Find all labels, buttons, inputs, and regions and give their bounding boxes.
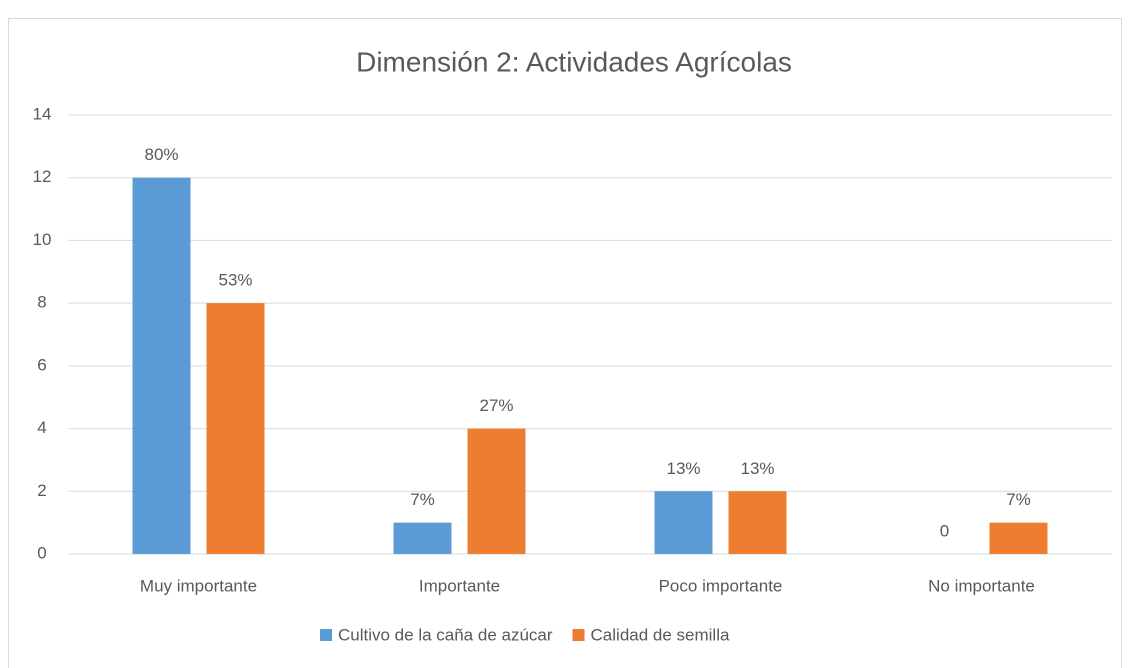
y-tick-label: 0 bbox=[37, 543, 46, 562]
bar bbox=[206, 303, 265, 554]
data-label: 53% bbox=[218, 271, 252, 290]
y-tick-label: 6 bbox=[37, 355, 46, 374]
bar bbox=[467, 428, 526, 554]
y-tick-label: 8 bbox=[37, 293, 46, 312]
y-tick-label: 10 bbox=[33, 230, 52, 249]
x-tick-label: No importante bbox=[928, 576, 1035, 595]
data-label: 13% bbox=[666, 459, 700, 478]
bar bbox=[393, 522, 452, 554]
data-label: 13% bbox=[740, 459, 774, 478]
data-label: 0 bbox=[940, 521, 949, 540]
chart-border bbox=[8, 18, 1122, 668]
chart-title: Dimensión 2: Actividades Agrícolas bbox=[356, 46, 792, 77]
bar bbox=[132, 177, 191, 554]
bar bbox=[728, 491, 787, 554]
legend-label: Cultivo de la caña de azúcar bbox=[338, 625, 553, 644]
data-label: 7% bbox=[1006, 490, 1031, 509]
x-tick-label: Importante bbox=[419, 576, 500, 595]
bar bbox=[654, 491, 713, 554]
legend-swatch bbox=[320, 629, 332, 641]
x-tick-label: Poco importante bbox=[659, 576, 783, 595]
y-tick-label: 4 bbox=[37, 418, 46, 437]
y-tick-label: 2 bbox=[37, 481, 46, 500]
x-tick-label: Muy importante bbox=[140, 576, 257, 595]
data-label: 7% bbox=[410, 490, 435, 509]
y-tick-label: 14 bbox=[33, 104, 52, 123]
data-label: 80% bbox=[144, 145, 178, 164]
data-label: 27% bbox=[479, 396, 513, 415]
y-tick-label: 12 bbox=[33, 167, 52, 186]
bar bbox=[989, 522, 1048, 554]
legend-swatch bbox=[572, 629, 585, 641]
legend-label: Calidad de semilla bbox=[591, 625, 730, 644]
